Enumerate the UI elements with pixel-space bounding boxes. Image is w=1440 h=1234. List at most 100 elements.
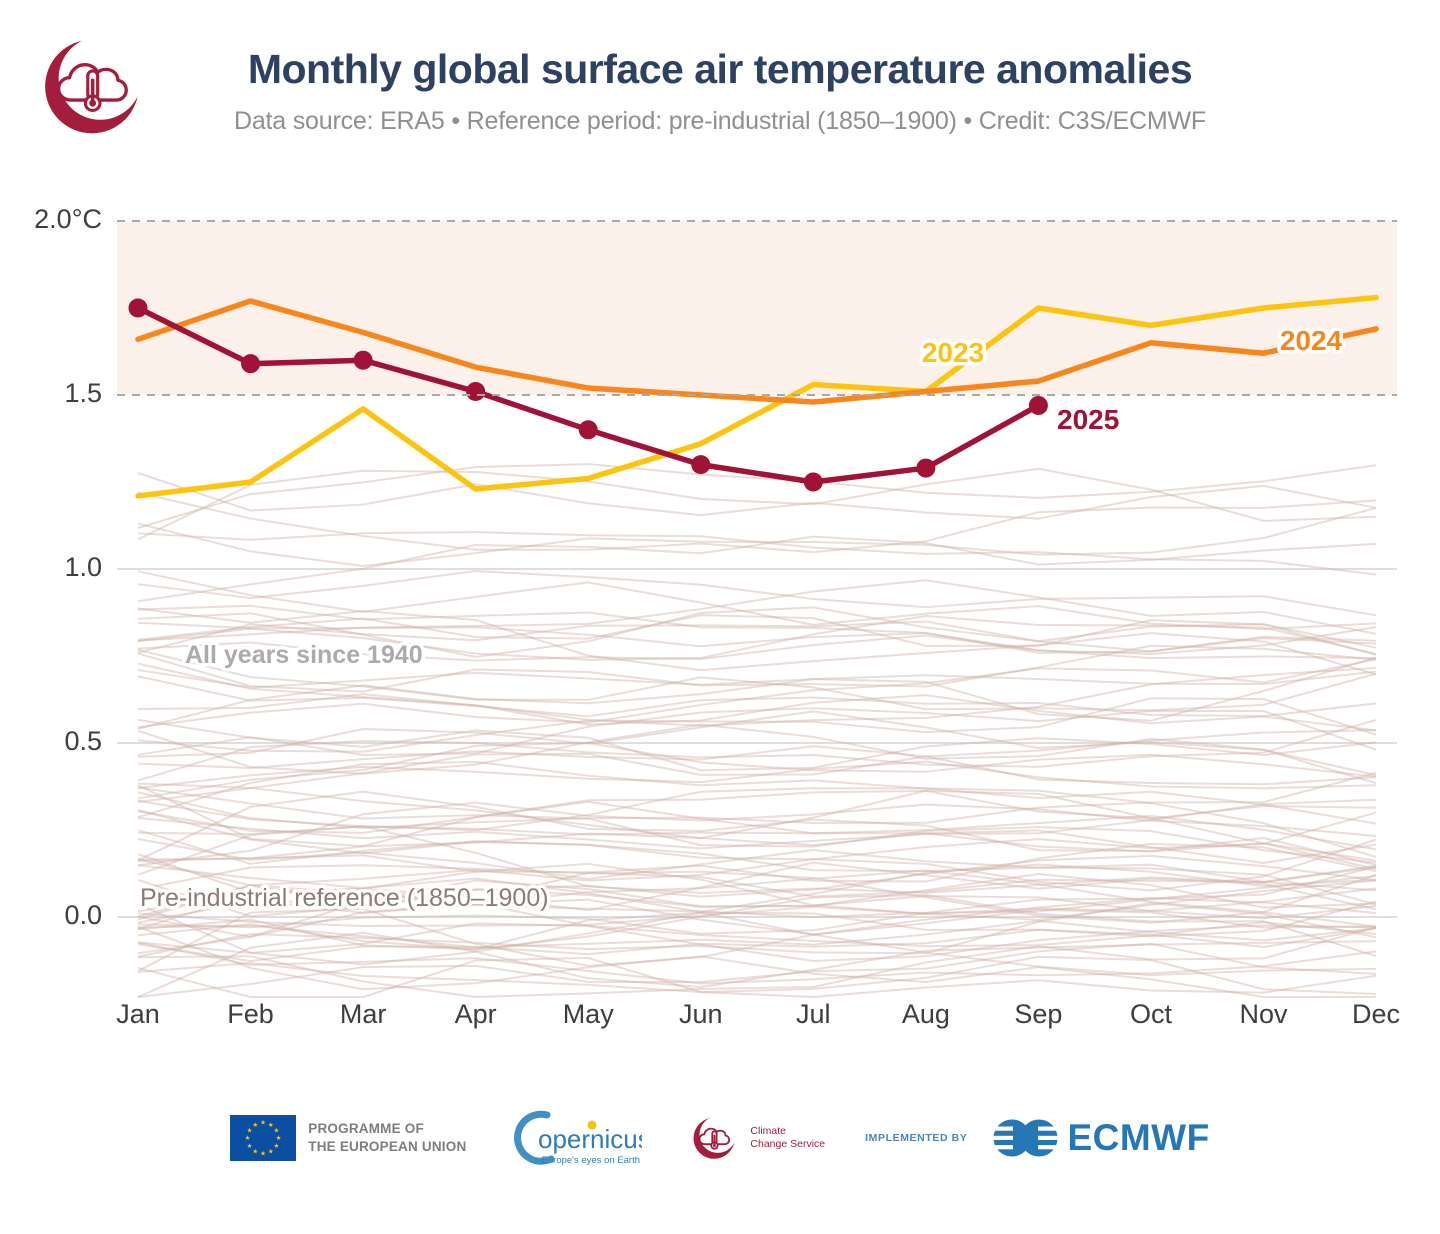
background-year-line xyxy=(137,467,1377,541)
background-year-line xyxy=(137,799,1377,862)
background-year-line xyxy=(137,919,1377,949)
above-1p5-band xyxy=(117,221,1397,395)
background-year-line xyxy=(137,606,1377,658)
background-year-line xyxy=(137,956,1377,999)
background-year-line xyxy=(137,865,1377,919)
ecmwf-block: ECMWF xyxy=(993,1117,1209,1159)
background-year-line xyxy=(137,837,1377,892)
background-year-line xyxy=(137,718,1377,772)
series-label-2024: 2024 xyxy=(1280,325,1343,356)
series-marker-2025 xyxy=(691,455,711,475)
background-year-line xyxy=(137,782,1377,870)
background-year-line xyxy=(137,809,1377,861)
month-label-jan: Jan xyxy=(116,999,160,1029)
series-label-2023: 2023 xyxy=(922,337,984,368)
ecmwf-wordmark: ECMWF xyxy=(1067,1117,1210,1158)
background-year-line xyxy=(137,926,1377,999)
background-year-line xyxy=(137,658,1377,729)
background-year-line xyxy=(137,729,1377,803)
eu-flag-star: ★ xyxy=(268,1149,274,1156)
background-year-line xyxy=(137,864,1377,918)
month-label-dec: Dec xyxy=(1352,999,1400,1029)
background-year-line xyxy=(137,893,1377,958)
background-year-line xyxy=(137,922,1377,962)
eu-flag-icon: ★ ★★★★★★★★★★★ xyxy=(230,1115,297,1161)
series-label-2025: 2025 xyxy=(1057,404,1119,435)
background-year-line xyxy=(137,741,1377,800)
background-year-line xyxy=(137,862,1377,930)
copernicus-c-swoosh xyxy=(514,1110,555,1165)
background-year-line xyxy=(137,902,1377,948)
background-year-line xyxy=(137,853,1377,912)
y-tick-label: 0.0 xyxy=(64,900,102,930)
background-year-line xyxy=(137,620,1377,654)
c3s-label-line2: Change Service xyxy=(750,1138,826,1150)
background-year-line xyxy=(137,789,1377,834)
background-year-line xyxy=(137,900,1377,963)
background-year-line xyxy=(137,760,1377,825)
logo-thermometer-bulb-fill xyxy=(89,99,97,107)
copernicus-planet-dot xyxy=(588,1120,597,1130)
eu-flag-star: ★ xyxy=(253,1149,259,1156)
copernicus-wordmark: opernicus xyxy=(538,1124,642,1154)
series-marker-2025 xyxy=(578,420,598,440)
y-tick-label: 0.5 xyxy=(64,726,102,756)
eu-flag-star: ★ xyxy=(274,1127,280,1134)
background-year-line xyxy=(137,707,1377,756)
background-year-line xyxy=(137,579,1377,642)
copernicus-tagline: Europe's eyes on Earth xyxy=(542,1155,640,1166)
c3s-cloud-thermometer-logo xyxy=(45,36,142,134)
implemented-by-label: IMPLEMENTED BY xyxy=(865,1132,968,1144)
eu-flag-star: ★ xyxy=(268,1122,274,1129)
eu-flag-star: ★ xyxy=(274,1143,280,1150)
page-subtitle: Data source: ERA5 • Reference period: pr… xyxy=(234,107,1206,135)
background-year-line xyxy=(137,535,1377,603)
background-year-line xyxy=(137,842,1377,883)
series-marker-2025 xyxy=(128,298,148,318)
background-year-line xyxy=(137,668,1377,689)
background-year-line xyxy=(137,798,1377,850)
series-line-2023 xyxy=(135,294,1379,499)
series-marker-2025 xyxy=(803,472,823,492)
month-label-oct: Oct xyxy=(1130,999,1173,1029)
background-year-line xyxy=(137,614,1377,661)
background-year-line xyxy=(137,607,1377,676)
y-tick-label: 2.0°C xyxy=(34,204,102,234)
background-year-line xyxy=(137,854,1377,924)
eu-flag-star: ★ xyxy=(276,1135,282,1142)
series-marker-2025 xyxy=(466,382,486,402)
background-year-line xyxy=(137,955,1377,996)
background-year-line xyxy=(137,864,1377,924)
background-year-line xyxy=(137,506,1377,567)
background-year-line xyxy=(137,648,1377,712)
background-year-line xyxy=(137,621,1377,660)
background-year-line xyxy=(137,626,1377,662)
eu-programme-line2: THE EUROPEAN UNION xyxy=(308,1139,467,1154)
background-year-line xyxy=(137,675,1377,718)
pre-industrial-annotation: Pre-industrial reference (1850–1900) xyxy=(140,884,549,912)
series-marker-2025 xyxy=(353,350,373,370)
background-year-line xyxy=(137,656,1377,730)
eu-programme-block: ★ ★ ★ ★ ★ ★ ★ ★ ★ ★ ★ ★ PROGRAMME OF THE EUROPEAN U… xyxy=(230,1115,466,1161)
background-year-line xyxy=(137,931,1377,998)
series-marker-2025 xyxy=(916,458,936,478)
eu-flag-star: ★ xyxy=(260,1151,266,1158)
month-label-aug: Aug xyxy=(902,999,950,1029)
background-year-line xyxy=(137,604,1377,654)
background-year-line xyxy=(137,614,1377,656)
background-year-line xyxy=(137,570,1377,617)
background-year-line xyxy=(137,697,1377,753)
c3s-block: Climate Change Service xyxy=(692,1114,825,1162)
series-line-2024 xyxy=(135,298,1379,405)
ecmwf-icon xyxy=(993,1119,1060,1157)
background-year-line xyxy=(137,872,1377,918)
c3s-label-line1: Climate xyxy=(750,1124,786,1137)
background-year-line xyxy=(137,723,1377,785)
eu-flag-star: ★ xyxy=(260,1120,266,1127)
background-year-line xyxy=(137,838,1377,892)
background-year-line xyxy=(137,693,1377,732)
page-title: Monthly global surface air temperature a… xyxy=(247,46,1193,92)
background-year-line xyxy=(137,801,1377,867)
background-year-line xyxy=(137,942,1377,999)
